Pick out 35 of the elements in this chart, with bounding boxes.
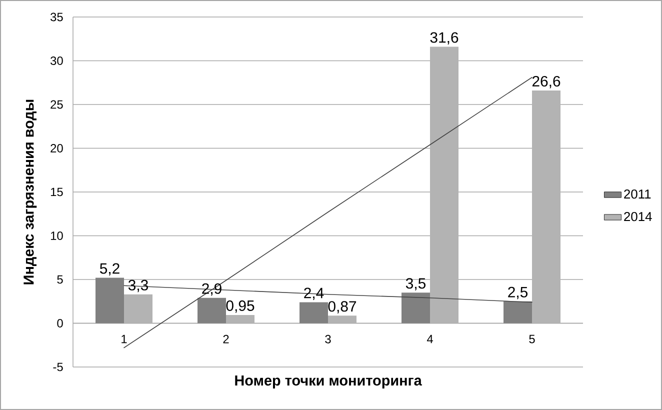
x-tick-label: 3	[325, 334, 331, 344]
data-label: 26,6	[532, 76, 560, 88]
bar	[300, 302, 328, 324]
legend-label: 2011	[624, 189, 651, 199]
y-tick-label: -5	[53, 362, 63, 372]
y-axis-title: Индекс загрязнения воды	[24, 100, 37, 284]
data-label: 3,5	[406, 278, 426, 290]
y-tick-label: 5	[57, 275, 63, 284]
legend-label: 2014	[624, 212, 652, 222]
bar	[124, 294, 152, 324]
bar	[532, 90, 561, 324]
data-label: 2,5	[508, 286, 528, 300]
y-tick-label: 35	[50, 12, 63, 22]
x-tick-label: 1	[122, 334, 127, 344]
y-tick-label: 25	[50, 100, 63, 109]
y-tick-label: 30	[50, 56, 63, 65]
bar	[226, 314, 254, 324]
bar	[328, 316, 357, 324]
y-tick-label: 15	[50, 188, 63, 196]
bar	[402, 292, 430, 324]
y-tick-label: 20	[50, 144, 63, 152]
data-label: 0,95	[226, 300, 254, 313]
x-tick-label: 4	[426, 334, 433, 344]
x-tick-label: 5	[529, 334, 535, 344]
bar	[430, 46, 459, 324]
bar	[504, 301, 532, 324]
x-axis-title: Номер точки мониторинга	[235, 376, 422, 388]
data-label: 31,6	[430, 32, 458, 45]
bar	[198, 298, 226, 324]
y-tick-label: 10	[50, 232, 63, 240]
x-tick-label: 2	[223, 334, 229, 344]
bar	[96, 278, 124, 324]
y-tick-label: 0	[57, 319, 63, 328]
data-label: 5,2	[100, 263, 120, 276]
data-label: 0,87	[328, 301, 356, 314]
